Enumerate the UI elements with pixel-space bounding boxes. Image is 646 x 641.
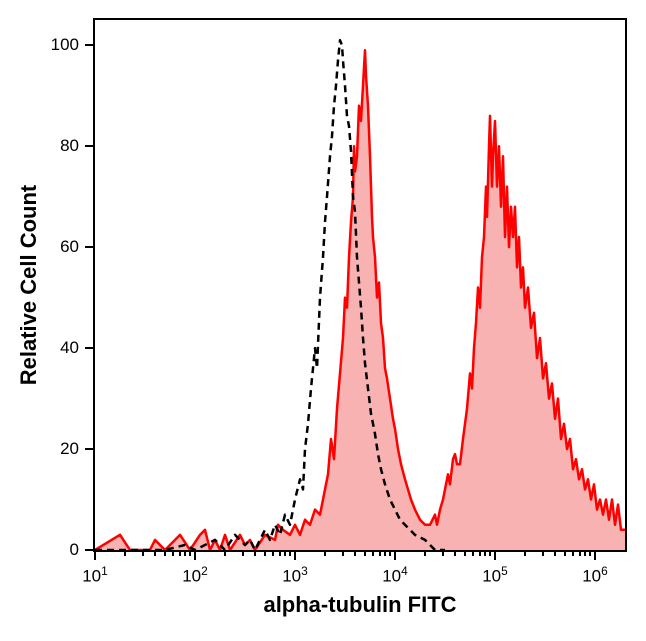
x-tick-minor	[342, 550, 344, 556]
x-tick-minor	[479, 550, 481, 556]
stained-histogram-fill	[95, 50, 625, 550]
y-tick-label: 0	[45, 540, 79, 560]
x-tick-minor	[589, 550, 591, 556]
x-tick-minor	[442, 550, 444, 556]
x-tick-minor	[364, 550, 366, 556]
x-tick-minor	[464, 550, 466, 556]
x-tick-minor	[179, 550, 181, 556]
y-tick-label: 80	[45, 136, 79, 156]
x-tick-minor	[284, 550, 286, 556]
x-tick-minor	[264, 550, 266, 556]
y-tick-major	[85, 347, 95, 349]
y-tick-major	[85, 145, 95, 147]
x-tick-minor	[164, 550, 166, 556]
x-tick-minor	[142, 550, 144, 556]
x-tick-minor	[254, 550, 256, 556]
x-tick-minor	[572, 550, 574, 556]
plot-area	[95, 20, 625, 550]
y-tick-major	[85, 246, 95, 248]
y-tick-major	[85, 448, 95, 450]
x-tick-minor	[272, 550, 274, 556]
x-tick-minor	[324, 550, 326, 556]
x-tick-minor	[564, 550, 566, 556]
x-tick-label: 101	[82, 564, 108, 587]
x-tick-minor	[189, 550, 191, 556]
x-tick-minor	[124, 550, 126, 556]
x-tick-minor	[472, 550, 474, 556]
y-tick-major	[85, 549, 95, 551]
x-tick-minor	[579, 550, 581, 556]
x-tick-minor	[289, 550, 291, 556]
x-tick-minor	[524, 550, 526, 556]
x-tick-minor	[489, 550, 491, 556]
x-tick-minor	[242, 550, 244, 556]
axis-top	[93, 18, 627, 20]
x-tick-major	[294, 550, 296, 560]
x-tick-minor	[224, 550, 226, 556]
axis-right	[625, 18, 627, 552]
x-tick-minor	[172, 550, 174, 556]
y-tick-label: 40	[45, 338, 79, 358]
x-tick-minor	[279, 550, 281, 556]
x-tick-label: 103	[282, 564, 308, 587]
x-tick-label: 106	[582, 564, 608, 587]
x-tick-minor	[379, 550, 381, 556]
x-tick-minor	[542, 550, 544, 556]
x-tick-label: 104	[382, 564, 408, 587]
y-tick-label: 20	[45, 439, 79, 459]
histogram-svg	[95, 20, 625, 550]
y-axis-label: Relative Cell Count	[16, 185, 42, 385]
x-tick-minor	[154, 550, 156, 556]
x-tick-major	[394, 550, 396, 560]
x-tick-minor	[424, 550, 426, 556]
y-tick-label: 100	[45, 35, 79, 55]
x-axis-label: alpha-tubulin FITC	[263, 592, 456, 618]
x-tick-minor	[372, 550, 374, 556]
x-tick-major	[94, 550, 96, 560]
y-tick-label: 60	[45, 237, 79, 257]
x-tick-major	[194, 550, 196, 560]
x-tick-minor	[454, 550, 456, 556]
x-tick-minor	[384, 550, 386, 556]
x-tick-minor	[584, 550, 586, 556]
x-tick-minor	[389, 550, 391, 556]
x-tick-major	[494, 550, 496, 560]
axis-left	[93, 18, 95, 552]
y-tick-major	[85, 44, 95, 46]
x-tick-minor	[484, 550, 486, 556]
x-tick-minor	[554, 550, 556, 556]
x-tick-label: 105	[482, 564, 508, 587]
flow-cytometry-histogram: Relative Cell Count alpha-tubulin FITC 1…	[0, 0, 646, 641]
x-tick-minor	[184, 550, 186, 556]
x-tick-label: 102	[182, 564, 208, 587]
x-tick-minor	[354, 550, 356, 556]
x-tick-major	[594, 550, 596, 560]
